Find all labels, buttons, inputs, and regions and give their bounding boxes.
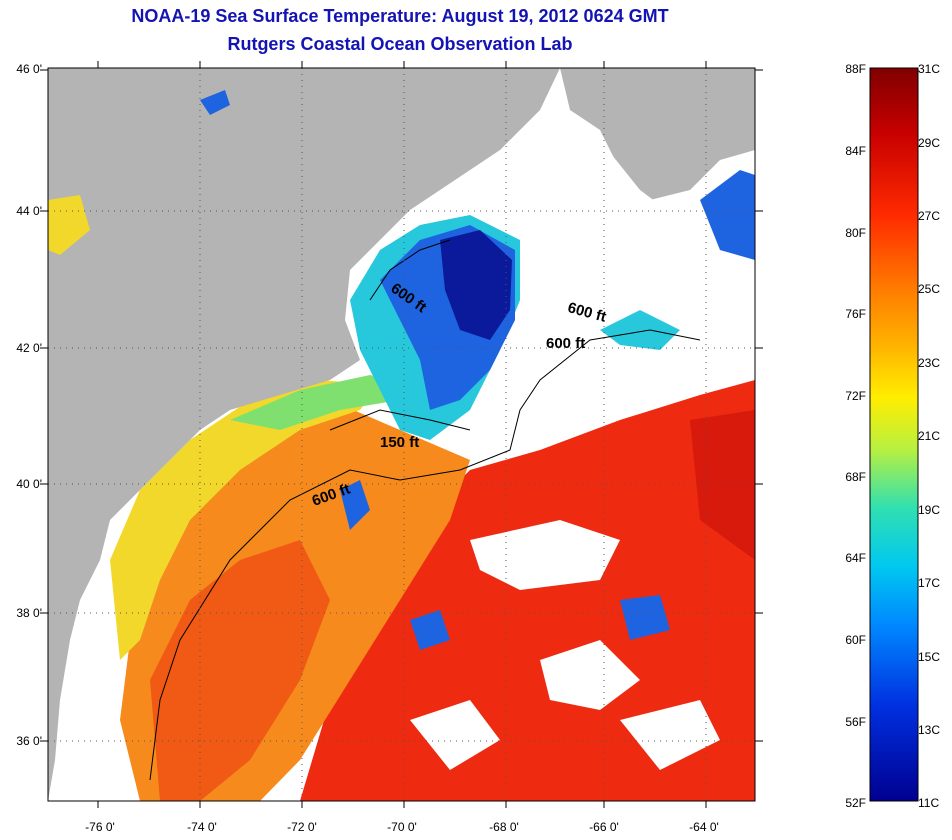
nearshore-yellow (110, 380, 380, 660)
map-area: 600 ft 600 ft 600 ft 150 ft 600 ft (48, 68, 755, 801)
cloud-patch (470, 520, 620, 590)
land-mass-us (48, 68, 560, 801)
colorbar-f-label: 84F (845, 144, 866, 158)
colorbar-f-label: 52F (845, 796, 866, 810)
lon-label: -64 0' (689, 820, 719, 834)
gulf-stream-core (690, 410, 755, 560)
cold-patch (700, 170, 755, 260)
axis-ticks (40, 61, 763, 808)
lake-patch (48, 195, 90, 255)
cloud-patch (410, 700, 500, 770)
lat-label: 36 0' (16, 734, 42, 748)
colorbar-c-label: 29C (918, 136, 941, 150)
colorbar-c-label: 17C (918, 576, 941, 590)
contour-line (329, 409, 471, 431)
lon-label: -76 0' (85, 820, 115, 834)
gulf-of-maine-deep (440, 230, 512, 340)
cold-patch (410, 610, 450, 650)
map-frame (47, 67, 756, 802)
colorbar-f-label: 76F (845, 307, 866, 321)
graticule (48, 68, 755, 801)
map-title: NOAA-19 Sea Surface Temperature: August … (131, 6, 669, 26)
contour-label: 600 ft (546, 335, 585, 352)
lat-label: 46 0' (16, 62, 42, 76)
lat-label: 42 0' (16, 341, 42, 355)
colorbar-f-label: 64F (845, 551, 866, 565)
nova-scotia (510, 110, 700, 280)
colorbar-c-label: 15C (918, 650, 941, 664)
colorbar-f-label: 72F (845, 389, 866, 403)
colorbar-c-label: 11C (918, 796, 940, 810)
colorbar-f-label: 56F (845, 715, 866, 729)
colorbar-f-label: 68F (845, 470, 866, 484)
land-mass-canada (560, 68, 755, 200)
colorbar-c-label: 23C (918, 356, 941, 370)
lon-label: -74 0' (187, 820, 217, 834)
colorbar-c-label: 31C (918, 62, 941, 76)
colorbar-scale (870, 68, 918, 801)
lon-label: -70 0' (387, 820, 417, 834)
lon-label: -66 0' (589, 820, 619, 834)
lat-label: 44 0' (16, 204, 42, 218)
colorbar-c-label: 13C (918, 723, 941, 737)
cold-patch (340, 480, 370, 530)
cold-patch (620, 595, 670, 640)
cold-patch (600, 310, 680, 350)
colorbar-f-label: 60F (845, 633, 866, 647)
warm-water-region (300, 380, 755, 801)
colorbar-f-label: 88F (845, 62, 866, 76)
colorbar-c-label: 21C (918, 429, 941, 443)
colorbar-c-label: 27C (918, 209, 941, 223)
lon-label: -72 0' (287, 820, 317, 834)
cloud-patch (620, 700, 720, 770)
colorbar-frame (869, 67, 919, 802)
lat-label: 40 0' (16, 477, 42, 491)
lake-patch (200, 90, 230, 115)
cloud-patch (540, 640, 640, 710)
lon-label: -68 0' (489, 820, 519, 834)
nearshore-green (230, 375, 410, 430)
shelf-water-red (150, 540, 330, 801)
map-subtitle: Rutgers Coastal Ocean Observation Lab (227, 34, 573, 54)
contour-line (369, 239, 451, 301)
contour-label: 150 ft (380, 434, 419, 451)
colorbar-c-label: 19C (918, 503, 941, 517)
contour-line (149, 329, 701, 781)
colorbar-f-label: 80F (845, 226, 866, 240)
colorbar-c-label: 25C (918, 282, 941, 296)
lat-label: 38 0' (16, 606, 42, 620)
